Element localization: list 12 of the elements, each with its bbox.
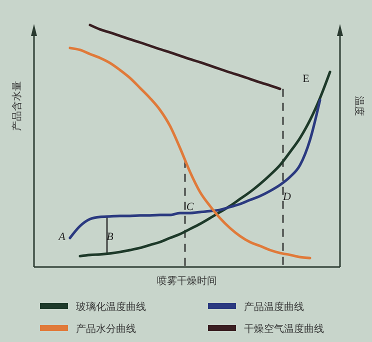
legend-label: 产品温度曲线 — [244, 301, 304, 313]
x-axis-title: 喷雾干燥时间 — [157, 275, 217, 287]
annotation: A — [58, 231, 66, 243]
annotation: B — [106, 231, 114, 243]
legend-label: 产品水分曲线 — [76, 323, 136, 335]
y-axis-title: 产品含水量 — [11, 81, 23, 131]
annotation: D — [282, 191, 292, 203]
annotation: E — [302, 73, 310, 85]
y2-axis-title: 温度 — [353, 96, 365, 116]
legend-label: 干燥空气温度曲线 — [244, 323, 324, 335]
legend-label: 玻璃化温度曲线 — [76, 301, 146, 313]
annotation: C — [186, 201, 194, 213]
